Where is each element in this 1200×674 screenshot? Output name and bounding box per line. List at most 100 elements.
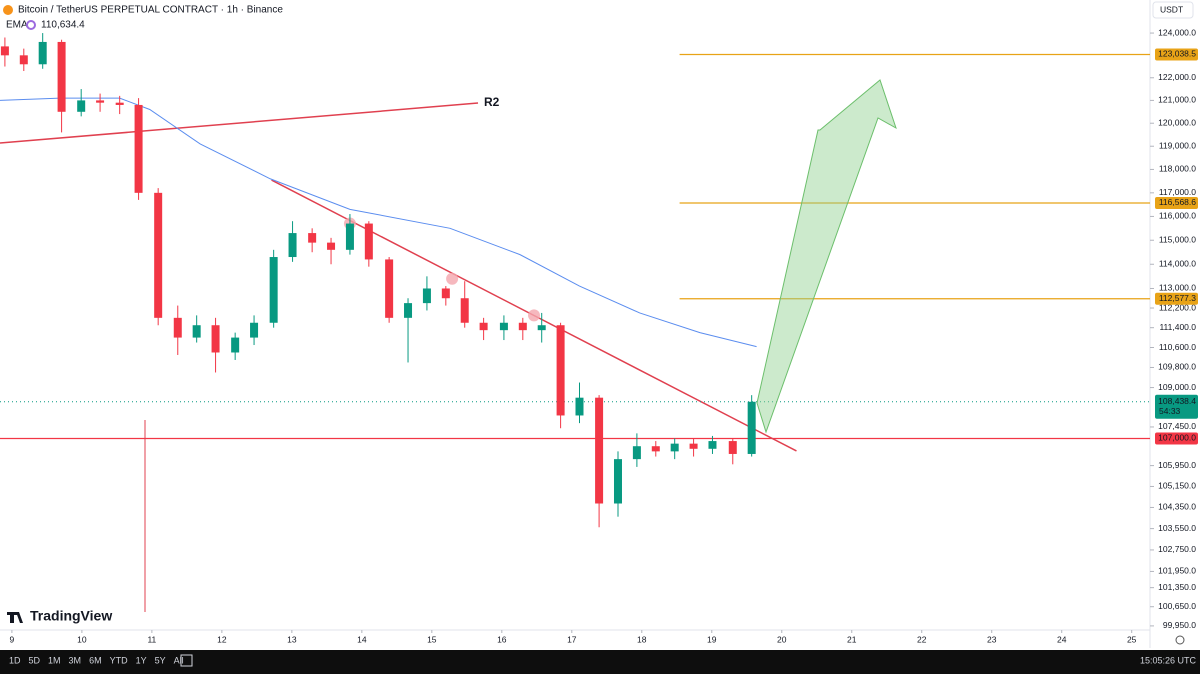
range-button[interactable]: 5D xyxy=(29,655,41,665)
ema-icon xyxy=(26,20,36,30)
x-tick-label: 18 xyxy=(637,634,647,644)
trendline xyxy=(0,102,479,144)
candle-body xyxy=(308,233,317,243)
x-tick-label: 22 xyxy=(917,634,927,644)
y-tick-label: 115,000.0 xyxy=(1159,234,1196,244)
candle-body xyxy=(575,397,584,416)
candle-body xyxy=(96,100,105,103)
candle-body xyxy=(173,317,182,338)
y-tick-label: 111,400.0 xyxy=(1159,322,1196,332)
candle-body xyxy=(269,257,278,323)
candle-body xyxy=(192,325,201,338)
candle-body xyxy=(499,322,508,331)
candle-body xyxy=(460,298,469,323)
range-button[interactable]: 1Y xyxy=(136,655,147,665)
x-tick-label: 10 xyxy=(77,634,87,644)
candle-body xyxy=(327,242,336,250)
x-tick-label: 24 xyxy=(1057,634,1067,644)
trendline-label: R2 xyxy=(484,95,500,109)
range-button[interactable]: 5Y xyxy=(155,655,166,665)
y-tick-label: 120,000.0 xyxy=(1158,117,1196,127)
y-tick-label: 117,000.0 xyxy=(1159,187,1196,197)
y-tick-label: 114,000.0 xyxy=(1159,259,1196,269)
y-tick-label: 109,800.0 xyxy=(1158,362,1196,372)
y-tick-label: 116,000.0 xyxy=(1159,211,1196,221)
candle-body xyxy=(0,46,9,56)
y-tick-label: 118,000.0 xyxy=(1159,164,1196,174)
plot-area: R2 xyxy=(0,33,1150,528)
level-label: 107,000.0 xyxy=(1158,433,1196,443)
candle-body xyxy=(689,443,698,449)
symbol-title: Bitcoin / TetherUS PERPETUAL CONTRACT · … xyxy=(18,5,283,16)
level-label-box xyxy=(1155,432,1198,445)
candle-body xyxy=(728,441,737,454)
candle-body xyxy=(479,322,488,331)
y-tick-label: 103,550.0 xyxy=(1158,523,1196,533)
y-tick-label: 107,450.0 xyxy=(1158,421,1196,431)
brand: TradingView xyxy=(30,608,112,624)
level-label-box xyxy=(1155,48,1198,61)
candle-body xyxy=(57,41,66,112)
settings-icon[interactable] xyxy=(1175,635,1185,645)
y-tick-label: 105,950.0 xyxy=(1158,460,1196,470)
calendar-icon[interactable] xyxy=(180,654,193,667)
level-label: 123,038.5 xyxy=(1158,49,1196,59)
candle-body xyxy=(404,303,413,318)
x-tick-label: 13 xyxy=(287,634,297,644)
y-tick-label: 119,000.0 xyxy=(1159,140,1196,150)
currency-box[interactable] xyxy=(1152,1,1194,19)
candle-body xyxy=(385,259,394,318)
y-tick-label: 113,000.0 xyxy=(1159,283,1196,293)
range-button[interactable]: 1M xyxy=(48,655,61,665)
x-tick-label: 23 xyxy=(987,634,997,644)
candle-body xyxy=(613,459,622,504)
x-tick-label: 11 xyxy=(147,634,156,644)
currency[interactable]: USDT xyxy=(1160,4,1183,14)
x-tick-label: 15 xyxy=(427,634,437,644)
candle-body xyxy=(250,322,259,338)
candle-body xyxy=(211,325,220,353)
up-arrow xyxy=(756,79,897,434)
candle-body xyxy=(595,397,604,504)
ema-value: 110,634.4 xyxy=(41,20,85,31)
candle-body xyxy=(288,233,297,258)
candle-body xyxy=(632,446,641,460)
y-tick-label: 105,150.0 xyxy=(1158,481,1196,491)
y-tick-label: 124,000.0 xyxy=(1158,27,1196,37)
candle-body xyxy=(651,446,660,452)
level-label: 112,577.3 xyxy=(1159,293,1196,303)
candle-body xyxy=(537,325,546,331)
candle-body xyxy=(556,325,565,416)
level-label: 116,568.6 xyxy=(1159,197,1196,207)
range-button[interactable]: 1D xyxy=(9,655,21,665)
x-tick-label: 19 xyxy=(707,634,717,644)
candle-body xyxy=(345,223,354,250)
x-tick-label: 9 xyxy=(10,634,15,644)
candle-body xyxy=(708,441,717,449)
touch-point xyxy=(528,309,541,322)
y-tick-label: 122,000.0 xyxy=(1158,72,1196,82)
candle-body xyxy=(670,443,679,452)
x-tick-label: 17 xyxy=(567,634,577,644)
candle-body xyxy=(422,288,431,304)
range-button[interactable]: YTD xyxy=(110,655,129,665)
candle-body xyxy=(77,100,86,112)
candle-body xyxy=(747,401,756,454)
brand-logo xyxy=(7,612,23,623)
candle-body xyxy=(19,55,28,65)
x-tick-label: 16 xyxy=(497,634,507,644)
y-tick-label: 102,750.0 xyxy=(1158,544,1196,554)
range-button[interactable]: 6M xyxy=(89,655,102,665)
price-label: 108,438.4 xyxy=(1158,396,1196,406)
y-tick-label: 121,000.0 xyxy=(1158,95,1196,105)
candle-body xyxy=(231,337,240,353)
x-tick-label: 25 xyxy=(1127,634,1137,644)
clock: 15:05:26 UTC xyxy=(1140,655,1197,665)
y-tick-label: 100,650.0 xyxy=(1158,601,1196,611)
range-button[interactable]: All xyxy=(174,655,184,665)
range-button[interactable]: 3M xyxy=(69,655,82,665)
price-countdown: 54:33 xyxy=(1159,406,1181,416)
btc-icon xyxy=(3,5,13,15)
